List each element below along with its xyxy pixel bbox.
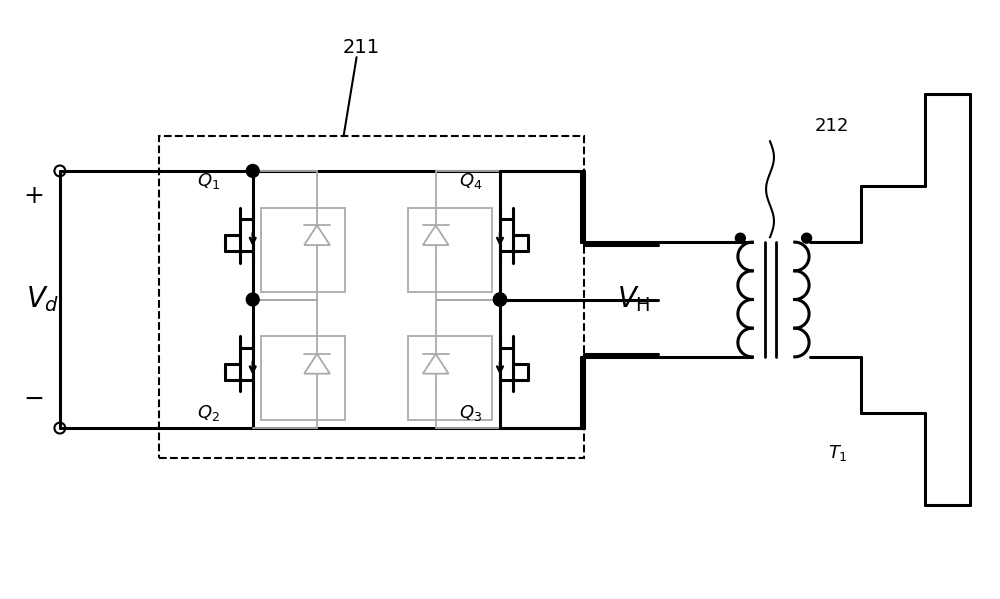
Circle shape bbox=[494, 293, 506, 306]
Text: $Q_1$: $Q_1$ bbox=[197, 171, 220, 191]
Text: $Q_2$: $Q_2$ bbox=[197, 403, 220, 423]
Circle shape bbox=[735, 233, 745, 243]
Text: $Q_3$: $Q_3$ bbox=[459, 403, 482, 423]
Text: 211: 211 bbox=[343, 38, 380, 57]
Circle shape bbox=[494, 293, 506, 306]
Bar bbox=[159, 137, 584, 458]
Text: $Q_4$: $Q_4$ bbox=[459, 171, 482, 191]
Circle shape bbox=[802, 233, 812, 243]
Text: $-$: $-$ bbox=[23, 386, 43, 410]
Circle shape bbox=[246, 293, 259, 306]
Bar bbox=[408, 336, 492, 420]
Circle shape bbox=[246, 165, 259, 177]
Text: 212: 212 bbox=[814, 117, 849, 135]
Text: $V_d$: $V_d$ bbox=[26, 285, 60, 314]
Bar bbox=[261, 336, 345, 420]
Text: $T_1$: $T_1$ bbox=[828, 443, 848, 463]
Text: $+$: $+$ bbox=[23, 184, 43, 208]
Circle shape bbox=[494, 293, 506, 306]
Text: $V_\mathrm{H}$: $V_\mathrm{H}$ bbox=[617, 285, 650, 314]
Bar bbox=[408, 207, 492, 292]
Bar bbox=[261, 207, 345, 292]
